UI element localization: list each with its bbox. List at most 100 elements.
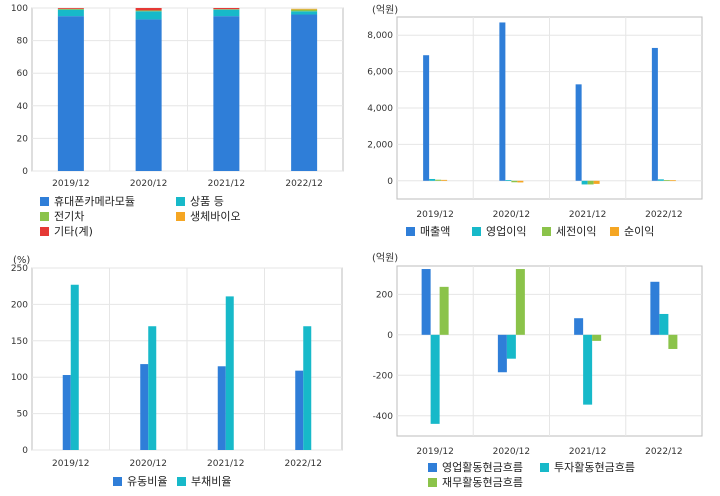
- legend-swatch: [40, 227, 49, 236]
- bar-1-3: [657, 179, 664, 181]
- x-tick-label: 2019/12: [52, 179, 89, 189]
- legend-swatch: [113, 477, 122, 486]
- legend-label: 순이익: [624, 225, 654, 238]
- y-tick-label: 0: [22, 446, 28, 456]
- x-tick-label: 2019/12: [416, 447, 453, 457]
- bar-2-3: [663, 180, 670, 181]
- x-tick-label: 2022/12: [285, 459, 322, 469]
- y-tick-label: 50: [17, 410, 29, 420]
- x-tick-label: 2020/12: [493, 210, 530, 220]
- legend-label: 유동비율: [127, 475, 167, 488]
- x-tick-label: 2022/12: [645, 447, 682, 457]
- bar-2-2: [213, 9, 240, 10]
- y-tick-label: 0: [22, 167, 28, 177]
- y-tick-label: 40: [17, 102, 29, 112]
- legend-label: 매출액: [420, 225, 450, 238]
- y-tick-label: 4,000: [367, 104, 393, 114]
- y-tick-label: 250: [11, 264, 28, 274]
- y-tick-label: 2,000: [367, 140, 393, 150]
- chart-3: 0 50 100 150 200 250 2019/12 2020/12 2021/12 2022…: [11, 255, 343, 488]
- bar-1-1: [135, 11, 162, 20]
- unit-label: (%): [13, 255, 30, 266]
- bar-4-2: [213, 8, 240, 10]
- legend-swatch: [176, 197, 185, 206]
- bar-0-2: [574, 318, 584, 335]
- legend-swatch: [40, 212, 49, 221]
- bar-1-1: [505, 180, 512, 181]
- bar-2-1: [515, 269, 525, 335]
- bar-2-0: [57, 8, 84, 10]
- bar-2-3: [668, 334, 678, 349]
- legend-label: 재무활동현금흐름: [442, 475, 523, 489]
- legend-label: 생체바이오: [190, 210, 241, 223]
- x-tick-label: 2019/12: [52, 459, 89, 469]
- y-tick-label: 6,000: [367, 68, 393, 78]
- bar-0-3: [650, 281, 660, 335]
- y-tick-label: 100: [11, 373, 28, 383]
- bar-3-0: [441, 179, 448, 181]
- x-tick-label: 2021/12: [207, 459, 244, 469]
- bar-1-3: [659, 313, 669, 335]
- bar-2-1: [511, 180, 518, 183]
- legend-label: 전기차: [54, 210, 84, 223]
- bar-4-1: [135, 8, 162, 11]
- bar-1-1: [506, 334, 516, 359]
- y-tick-label: 150: [11, 337, 28, 347]
- legend-label: 상품 등: [190, 195, 224, 208]
- y-tick-label: -200: [373, 371, 394, 381]
- bar-1-0: [57, 9, 84, 17]
- chart-4: -400 -200 0 200 2019/12 2020/12 2021/12 2022/12…: [372, 252, 703, 489]
- bar-0-1: [140, 364, 149, 450]
- bar-0-1: [135, 19, 162, 171]
- bar-1-0: [429, 178, 436, 181]
- bar-3-2: [593, 180, 600, 184]
- x-tick-label: 2020/12: [130, 179, 167, 189]
- unit-label: (억원): [372, 252, 398, 264]
- bar-1-3: [303, 326, 312, 450]
- legend-label: 영업이익: [486, 225, 526, 238]
- x-tick-label: 2021/12: [569, 447, 606, 457]
- y-tick-label: 0: [387, 177, 393, 187]
- unit-label: (억원): [372, 4, 398, 16]
- x-tick-label: 2021/12: [208, 179, 245, 189]
- legend: 유동비율 부채비율: [113, 475, 231, 488]
- legend-label: 부채비율: [191, 475, 231, 488]
- legend-label: 휴대폰카메라모듈: [54, 195, 135, 208]
- bar-0-0: [62, 375, 71, 450]
- bar-3-1: [517, 180, 524, 183]
- bar-2-1: [135, 10, 162, 12]
- legend-swatch: [610, 227, 619, 236]
- legend-label: 투자활동현금흐름: [554, 460, 635, 474]
- bar-2-2: [587, 180, 594, 185]
- bar-0-0: [421, 269, 431, 335]
- chart-2: 0 2,000 4,000 6,000 8,000 2019/12 2020/12 2021/…: [367, 4, 703, 238]
- x-tick-label: 2019/12: [416, 210, 453, 220]
- bar-1-2: [225, 296, 234, 450]
- y-tick-label: 20: [17, 134, 29, 144]
- bar-0-0: [423, 55, 430, 181]
- bar-3-3: [291, 8, 318, 10]
- bar-4-0: [57, 8, 84, 9]
- bar-1-3: [291, 11, 318, 15]
- y-tick-label: 200: [376, 290, 393, 300]
- chart-1: 0 20 40 60 80 100 2019/12 2020/12 2021/12 2022/12…: [11, 4, 344, 238]
- x-tick-label: 2021/12: [569, 210, 606, 220]
- legend-swatch: [176, 212, 185, 221]
- legend: 매출액 영업이익 세전이익 순이익: [406, 225, 654, 238]
- bar-0-1: [497, 334, 507, 373]
- legend-swatch: [428, 463, 437, 472]
- legend-swatch: [540, 463, 549, 472]
- bar-1-0: [430, 334, 440, 424]
- bar-0-3: [295, 370, 304, 450]
- y-tick-label: 200: [11, 300, 28, 310]
- bar-2-3: [291, 9, 318, 12]
- legend-label: 영업활동현금흐름: [442, 460, 523, 474]
- legend-label: 기타(계): [54, 225, 93, 238]
- y-tick-label: 80: [17, 37, 29, 47]
- bar-0-1: [499, 22, 506, 181]
- bar-1-0: [70, 284, 79, 450]
- x-tick-label: 2020/12: [130, 459, 167, 469]
- legend-swatch: [406, 227, 415, 236]
